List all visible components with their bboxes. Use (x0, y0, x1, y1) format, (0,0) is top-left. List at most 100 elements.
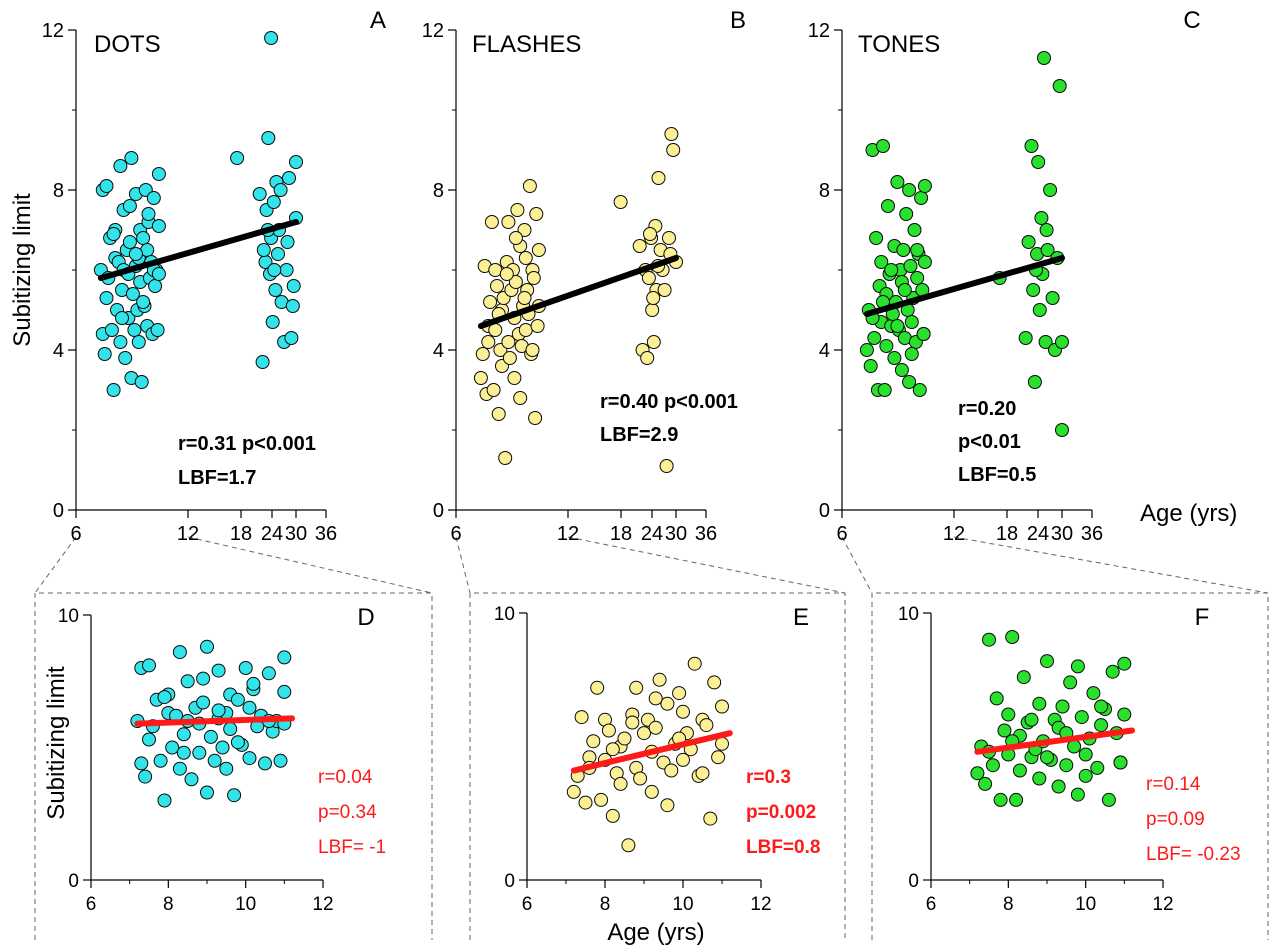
data-point-c (1055, 335, 1069, 349)
data-point-a (151, 267, 166, 281)
data-point-e (605, 742, 620, 757)
data-point-b (491, 407, 506, 421)
connector-a-left (34, 536, 77, 594)
data-point-e (617, 731, 632, 746)
data-point-b (518, 251, 533, 265)
data-point-f (1105, 664, 1120, 679)
stats-text-b: r=0.40 p<0.001 (600, 391, 738, 413)
data-point-a (286, 279, 301, 293)
data-point-b (483, 295, 498, 309)
data-point-d (211, 703, 226, 718)
data-point-b (486, 383, 501, 397)
data-point-f (997, 723, 1012, 738)
data-point-a (266, 195, 281, 209)
data-point-c (1052, 79, 1067, 93)
panel-f: 0 10 6 8 10 12 Fr=0.14 p=0.09 LBF= -0.23 (898, 604, 1241, 915)
x-tick-label-a: 36 (315, 523, 337, 545)
x-tick-label-c: 12 (943, 523, 965, 545)
stats-text-c: r=0.20 (958, 398, 1016, 420)
panel-letter-b: B (730, 7, 746, 34)
data-point-b (531, 243, 546, 257)
data-point-e (644, 784, 659, 799)
y-tick-label-d: 10 (58, 606, 79, 627)
data-point-b (508, 231, 523, 245)
x-tick-label-d: 12 (312, 894, 333, 915)
data-point-c (1043, 183, 1058, 197)
data-point-b (664, 127, 679, 141)
x-tick-label-f: 10 (1075, 894, 1096, 915)
x-tick-label-d: 6 (86, 894, 97, 915)
data-point-e (707, 675, 722, 690)
connector-b-left (455, 536, 471, 594)
data-point-c (869, 231, 884, 245)
points-d (130, 639, 292, 808)
data-point-c (917, 255, 932, 269)
data-point-b (657, 283, 672, 297)
data-point-e (703, 811, 718, 826)
data-point-a (113, 335, 128, 349)
data-point-b (528, 411, 543, 425)
data-point-f (989, 691, 1004, 706)
data-point-f (1117, 656, 1132, 671)
data-point-a (136, 295, 151, 309)
x-tick-label-e: 8 (600, 894, 611, 915)
data-point-c (884, 263, 899, 277)
data-point-e (652, 672, 667, 687)
data-point-d (157, 690, 172, 705)
data-point-a (255, 355, 270, 369)
data-point-e (594, 792, 609, 807)
data-point-a (122, 235, 137, 249)
y-tick-label-f: 10 (898, 604, 919, 625)
data-point-f (1094, 699, 1109, 714)
x-tick-label-c: 18 (996, 523, 1018, 545)
data-point-c (879, 339, 894, 353)
x-tick-label-c: 24 (1027, 523, 1049, 545)
panel-title-b: FLASHES (472, 31, 581, 58)
y-axis-title-top: Subitizing limit (9, 193, 36, 347)
panel-letter-f: F (1195, 604, 1210, 631)
x-tick-label-e: 12 (750, 894, 771, 915)
data-point-c (887, 351, 902, 365)
stats-text-c: LBF=0.5 (958, 464, 1036, 486)
data-point-e (687, 656, 702, 671)
data-point-d (211, 663, 226, 678)
data-point-b (490, 279, 504, 293)
data-point-b (613, 195, 628, 209)
data-point-f (1024, 712, 1039, 727)
data-point-b (501, 335, 516, 349)
x-tick-label-c: 6 (836, 523, 847, 545)
data-point-d (157, 793, 172, 808)
data-point-a (99, 179, 114, 193)
data-point-d (153, 753, 168, 768)
data-point-e (629, 680, 644, 695)
x-tick-label-b: 24 (641, 523, 663, 545)
data-point-d (207, 753, 222, 768)
x-tick-label-b: 18 (610, 523, 632, 545)
data-point-a (128, 247, 143, 261)
data-point-b (499, 267, 514, 281)
data-point-d (246, 676, 261, 691)
data-point-e (586, 734, 601, 749)
x-axis-title-top: Age (yrs) (1140, 500, 1237, 527)
data-point-b (666, 143, 681, 157)
data-point-f (1063, 675, 1078, 690)
data-point-d (273, 753, 288, 768)
data-point-f (1009, 792, 1024, 807)
data-point-d (138, 769, 153, 784)
data-point-f (1113, 755, 1128, 770)
points-f (970, 630, 1132, 807)
data-point-d (215, 740, 230, 755)
data-point-d (277, 650, 292, 665)
data-point-f (1094, 718, 1109, 733)
data-point-c (859, 343, 874, 357)
x-tick-label-b: 30 (665, 523, 687, 545)
fit-line-a (97, 219, 299, 281)
data-point-c (1038, 335, 1053, 349)
data-point-a (261, 131, 276, 145)
data-point-c (863, 359, 878, 373)
data-point-e (660, 798, 675, 813)
data-point-d (200, 785, 214, 800)
zoom-connectors (34, 536, 1269, 594)
data-point-d (219, 761, 234, 776)
data-point-c (904, 315, 919, 329)
